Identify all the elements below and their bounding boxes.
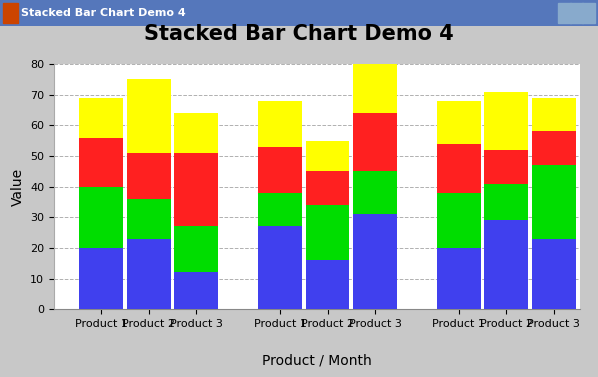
Bar — [353, 64, 397, 113]
Bar — [532, 239, 576, 309]
Bar — [532, 98, 576, 132]
Bar — [437, 193, 481, 248]
Bar — [484, 92, 528, 150]
Bar — [532, 132, 576, 165]
Bar — [306, 171, 349, 205]
Bar — [258, 147, 302, 193]
Bar — [174, 153, 218, 227]
Bar — [174, 113, 218, 153]
Bar — [127, 239, 170, 309]
Bar — [258, 193, 302, 227]
Bar — [558, 3, 571, 23]
Bar — [258, 227, 302, 309]
Bar — [484, 184, 528, 220]
Bar — [353, 171, 397, 214]
Bar — [582, 3, 595, 23]
Bar — [306, 141, 349, 171]
Text: Stacked Bar Chart Demo 4: Stacked Bar Chart Demo 4 — [21, 8, 186, 18]
Bar — [437, 248, 481, 309]
X-axis label: Product / Month: Product / Month — [262, 354, 372, 368]
Text: Stacked Bar Chart Demo 4: Stacked Bar Chart Demo 4 — [144, 24, 454, 44]
Bar — [80, 248, 123, 309]
Bar — [80, 98, 123, 138]
Bar — [306, 205, 349, 260]
Text: X: X — [585, 8, 593, 18]
Bar — [532, 165, 576, 239]
Bar — [127, 199, 170, 239]
Bar — [127, 153, 170, 199]
Bar — [570, 3, 583, 23]
Bar — [127, 80, 170, 153]
Bar — [353, 113, 397, 171]
Bar — [174, 272, 218, 309]
Bar — [437, 101, 481, 144]
Bar — [80, 187, 123, 248]
Text: _: _ — [563, 8, 568, 18]
Y-axis label: Value: Value — [10, 167, 25, 206]
Bar — [437, 144, 481, 193]
Bar — [174, 227, 218, 272]
Bar — [484, 150, 528, 184]
Bar — [258, 101, 302, 147]
Text: □: □ — [572, 8, 582, 18]
Bar — [306, 260, 349, 309]
Bar — [3, 3, 18, 23]
Bar — [353, 214, 397, 309]
Bar — [484, 220, 528, 309]
Bar — [80, 138, 123, 187]
